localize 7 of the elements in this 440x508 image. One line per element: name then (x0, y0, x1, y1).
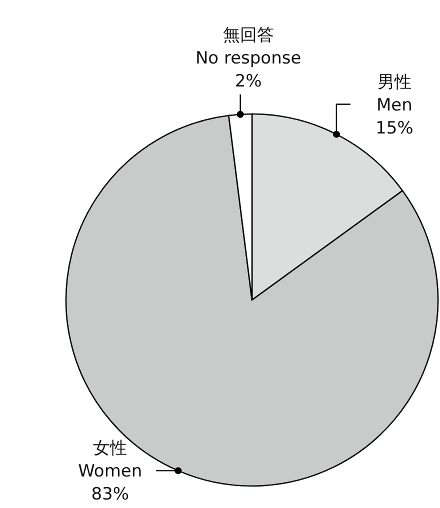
data-label: 83% (91, 484, 130, 505)
slice-label: 無回答 No response (195, 25, 302, 68)
pie-slice (66, 114, 439, 487)
slice-label: 女性 Women (78, 438, 142, 482)
slice-label: 男性 Men (376, 72, 412, 116)
data-label: 15% (376, 118, 414, 138)
data-label: 2% (234, 71, 262, 92)
